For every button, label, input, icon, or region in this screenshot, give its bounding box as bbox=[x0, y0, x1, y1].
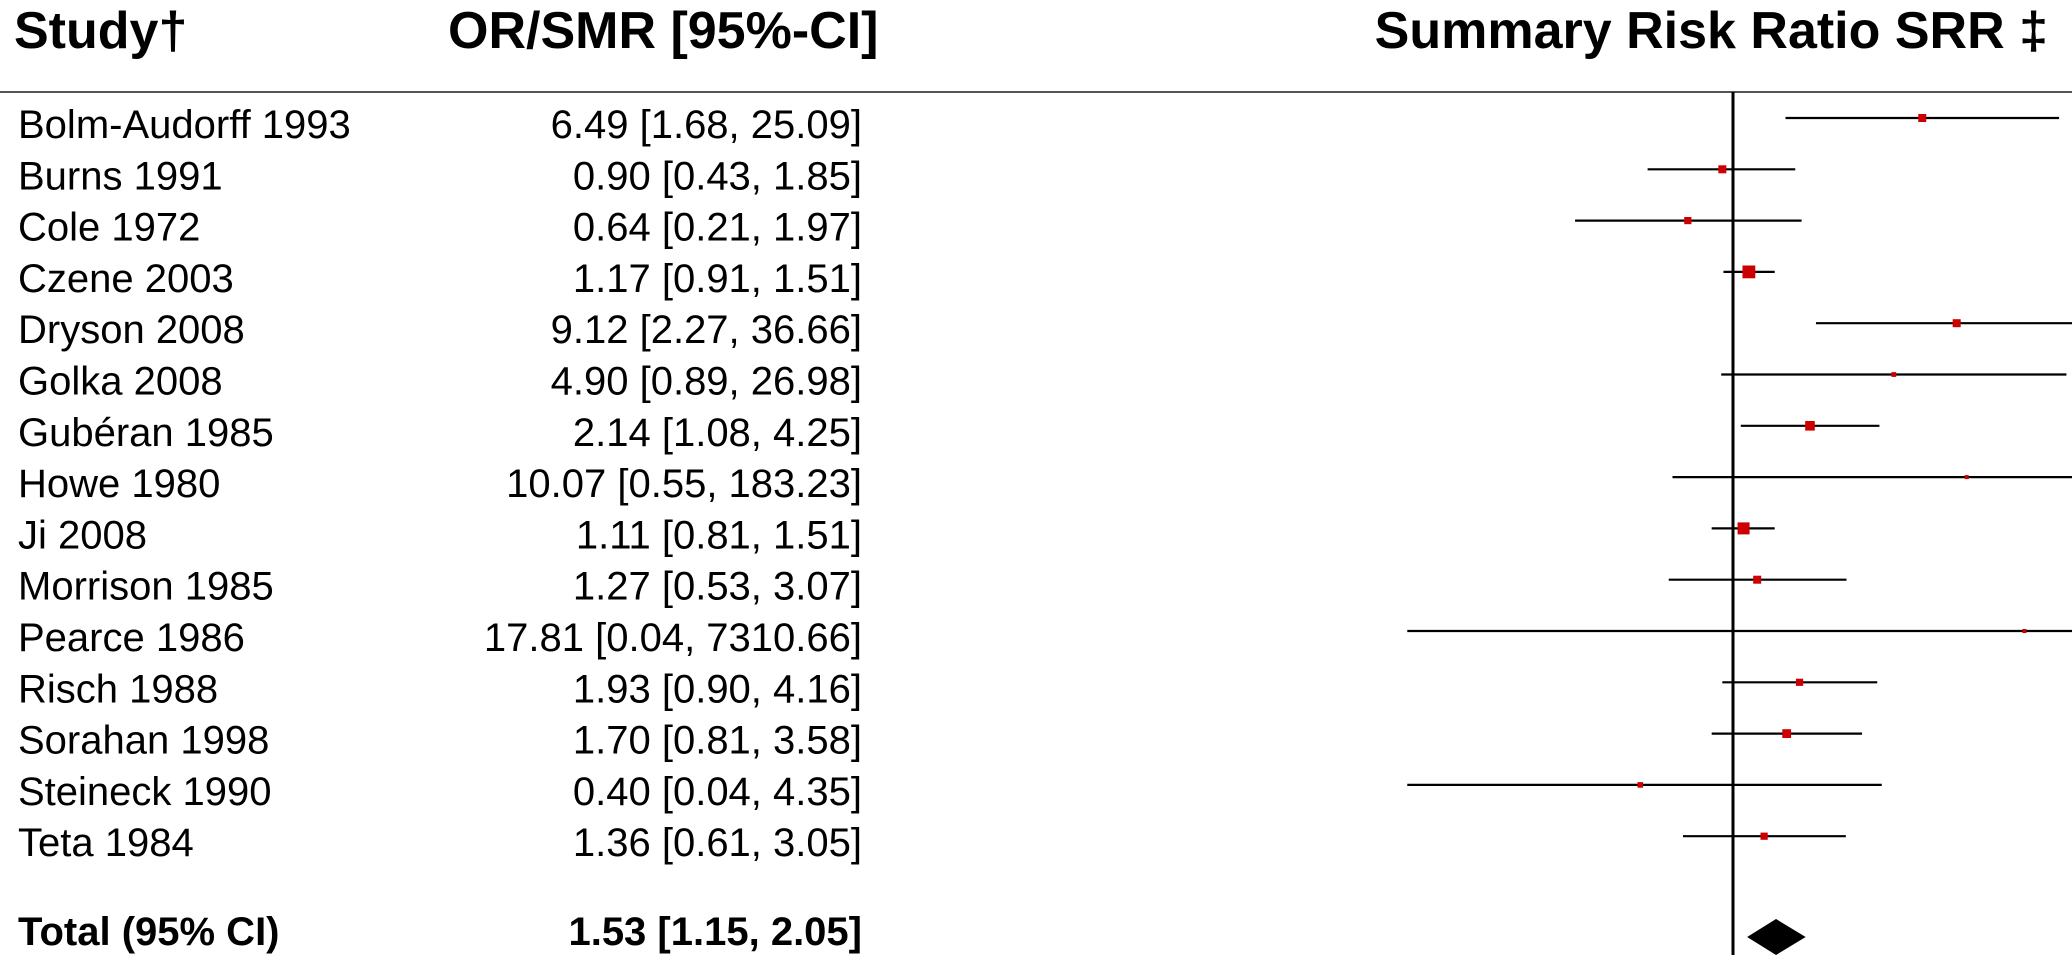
study-estimate: 1.27 [0.53, 3.07] bbox=[573, 565, 862, 609]
study-row: Cole 1972 0.64 [0.21, 1.97] bbox=[18, 206, 1802, 250]
point-estimate bbox=[1737, 522, 1750, 535]
study-estimate: 2.14 [1.08, 4.25] bbox=[573, 411, 862, 455]
study-name: Gubéran 1985 bbox=[18, 411, 274, 455]
study-name: Risch 1988 bbox=[18, 667, 218, 711]
study-estimate: 9.12 [2.27, 36.66] bbox=[551, 308, 862, 352]
study-estimate: 10.07 [0.55, 183.23] bbox=[506, 462, 862, 506]
point-estimate bbox=[1964, 475, 1969, 480]
study-name: Steineck 1990 bbox=[18, 770, 272, 814]
study-row: Morrison 1985 1.27 [0.53, 3.07] bbox=[18, 565, 1847, 609]
header-estimate: OR/SMR [95%-CI] bbox=[448, 2, 878, 60]
study-estimate: 1.93 [0.90, 4.16] bbox=[573, 667, 862, 711]
study-row: Gubéran 1985 2.14 [1.08, 4.25] bbox=[18, 411, 1880, 455]
study-name: Czene 2003 bbox=[18, 257, 234, 301]
point-estimate bbox=[1753, 575, 1762, 584]
study-row: Steineck 1990 0.40 [0.04, 4.35] bbox=[18, 770, 1882, 814]
study-row: Burns 1991 0.90 [0.43, 1.85] bbox=[18, 154, 1796, 198]
study-row: Ji 2008 1.11 [0.81, 1.51] bbox=[18, 513, 1775, 557]
study-name: Morrison 1985 bbox=[18, 565, 274, 609]
total-diamond bbox=[1747, 919, 1806, 955]
study-name: Golka 2008 bbox=[18, 360, 223, 404]
study-estimate: 0.64 [0.21, 1.97] bbox=[573, 206, 862, 250]
study-estimate: 1.70 [0.81, 3.58] bbox=[573, 719, 862, 763]
study-name: Howe 1980 bbox=[18, 462, 220, 506]
point-estimate bbox=[1795, 678, 1804, 686]
study-name: Cole 1972 bbox=[18, 206, 200, 250]
study-row: Sorahan 1998 1.70 [0.81, 3.58] bbox=[18, 719, 1863, 763]
point-estimate bbox=[1891, 372, 1897, 377]
header-plot: Summary Risk Ratio SRR ‡ bbox=[1375, 2, 2048, 60]
study-estimate: 0.40 [0.04, 4.35] bbox=[573, 770, 862, 814]
study-estimate: 1.17 [0.91, 1.51] bbox=[573, 257, 862, 301]
study-name: Burns 1991 bbox=[18, 154, 223, 198]
study-name: Ji 2008 bbox=[18, 513, 147, 557]
point-estimate bbox=[1760, 832, 1768, 840]
point-estimate bbox=[1952, 319, 1961, 328]
study-row: Pearce 1986 17.81 [0.04, 7310.66] bbox=[18, 616, 2072, 660]
point-estimate bbox=[1782, 729, 1792, 738]
study-estimate: 1.36 [0.61, 3.05] bbox=[573, 821, 862, 865]
total-estimate: 1.53 [1.15, 2.05] bbox=[568, 910, 862, 954]
study-row: Bolm-Audorff 1993 6.49 [1.68, 25.09] bbox=[18, 103, 2060, 147]
header-study: Study† bbox=[14, 2, 187, 60]
point-estimate bbox=[1805, 421, 1815, 431]
total-name: Total (95% CI) bbox=[18, 910, 280, 954]
study-estimate: 6.49 [1.68, 25.09] bbox=[551, 103, 862, 147]
total-row: Total (95% CI) 1.53 [1.15, 2.05] bbox=[18, 910, 1806, 955]
study-name: Dryson 2008 bbox=[18, 308, 245, 352]
point-estimate bbox=[1684, 217, 1692, 225]
point-estimate bbox=[1742, 265, 1756, 279]
study-estimate: 1.11 [0.81, 1.51] bbox=[576, 513, 862, 557]
study-rows: Bolm-Audorff 1993 6.49 [1.68, 25.09] Burns… bbox=[18, 103, 2072, 955]
study-estimate: 4.90 [0.89, 26.98] bbox=[551, 360, 862, 404]
study-row: Risch 1988 1.93 [0.90, 4.16] bbox=[18, 667, 1878, 711]
study-row: Golka 2008 4.90 [0.89, 26.98] bbox=[18, 360, 2067, 404]
study-estimate: 17.81 [0.04, 7310.66] bbox=[484, 616, 862, 660]
study-estimate: 0.90 [0.43, 1.85] bbox=[573, 154, 862, 198]
study-row: Howe 1980 10.07 [0.55, 183.23] bbox=[18, 462, 2072, 506]
study-name: Teta 1984 bbox=[18, 821, 194, 865]
study-row: Czene 2003 1.17 [0.91, 1.51] bbox=[18, 257, 1775, 301]
study-name: Bolm-Audorff 1993 bbox=[18, 103, 351, 147]
point-estimate bbox=[1637, 782, 1644, 788]
study-name: Sorahan 1998 bbox=[18, 719, 269, 763]
study-row: Dryson 2008 9.12 [2.27, 36.66] bbox=[18, 308, 2072, 352]
point-estimate bbox=[2022, 629, 2027, 633]
point-estimate bbox=[1718, 165, 1727, 174]
study-row: Teta 1984 1.36 [0.61, 3.05] bbox=[18, 821, 1846, 865]
study-name: Pearce 1986 bbox=[18, 616, 245, 660]
point-estimate bbox=[1918, 114, 1927, 122]
